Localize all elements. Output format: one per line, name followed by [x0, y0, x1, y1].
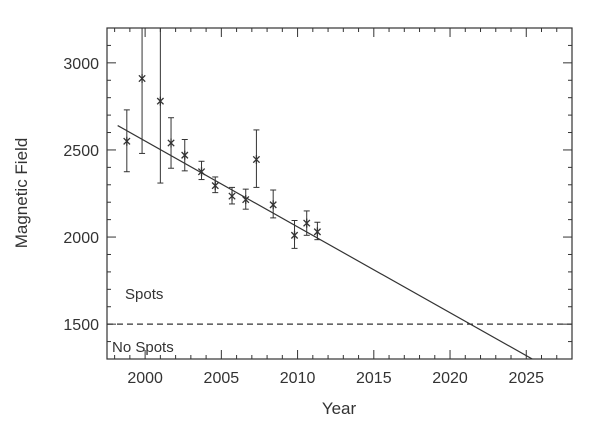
- y-tick-label: 3000: [63, 56, 99, 73]
- x-tick-label: 2015: [356, 370, 392, 387]
- y-tick-label: 1500: [63, 317, 99, 334]
- data-point-star: [167, 138, 175, 148]
- y-tick-label: 2500: [63, 143, 99, 160]
- star-stroke: [156, 97, 165, 105]
- star-stroke: [242, 195, 250, 204]
- data-point-star: [181, 150, 189, 160]
- star-stroke: [290, 231, 299, 239]
- data-point-star: [269, 200, 277, 210]
- x-tick-label: 2010: [280, 370, 316, 387]
- star-stroke: [269, 201, 277, 209]
- x-axis-tick-labels: 2000 2005 2010 2015 2020 2025: [127, 370, 544, 387]
- star-stroke: [228, 192, 236, 200]
- no-spots-annotation: No Spots: [112, 339, 174, 356]
- data-point-star: [303, 218, 311, 228]
- y-axis-title: Magnetic Field: [12, 138, 31, 249]
- x-axis-title: Year: [322, 399, 357, 418]
- error-bars: [123, 28, 321, 249]
- star-stroke: [167, 139, 175, 147]
- error-bar: [139, 28, 146, 154]
- star-stroke: [313, 228, 322, 236]
- star-stroke: [138, 74, 146, 83]
- data-point-star: [242, 195, 250, 205]
- data-points: [123, 74, 322, 240]
- y-axis-tick-labels: 1500 2000 2500 3000: [63, 56, 99, 334]
- data-point-star: [252, 155, 261, 165]
- data-point-star: [123, 136, 131, 146]
- data-point-star: [156, 96, 165, 106]
- data-point-star: [211, 181, 219, 191]
- star-stroke: [211, 182, 219, 190]
- spots-annotation: Spots: [125, 286, 163, 303]
- star-stroke: [181, 151, 189, 159]
- x-tick-label: 2020: [432, 370, 468, 387]
- y-axis-ticks: [107, 27, 572, 360]
- x-tick-label: 2025: [508, 370, 544, 387]
- data-point-star: [313, 227, 322, 237]
- x-tick-label: 2000: [127, 370, 163, 387]
- star-stroke: [197, 168, 206, 176]
- data-point-star: [197, 167, 206, 177]
- star-stroke: [303, 219, 311, 227]
- star-stroke: [123, 137, 131, 145]
- data-point-star: [228, 191, 236, 201]
- trend-line: [117, 125, 534, 359]
- x-tick-label: 2005: [204, 370, 240, 387]
- y-tick-label: 2000: [63, 230, 99, 247]
- plot-frame: [106, 27, 573, 360]
- x-axis-ticks: [114, 28, 558, 359]
- star-stroke: [252, 155, 261, 164]
- data-point-star: [290, 230, 299, 240]
- data-point-star: [138, 74, 146, 84]
